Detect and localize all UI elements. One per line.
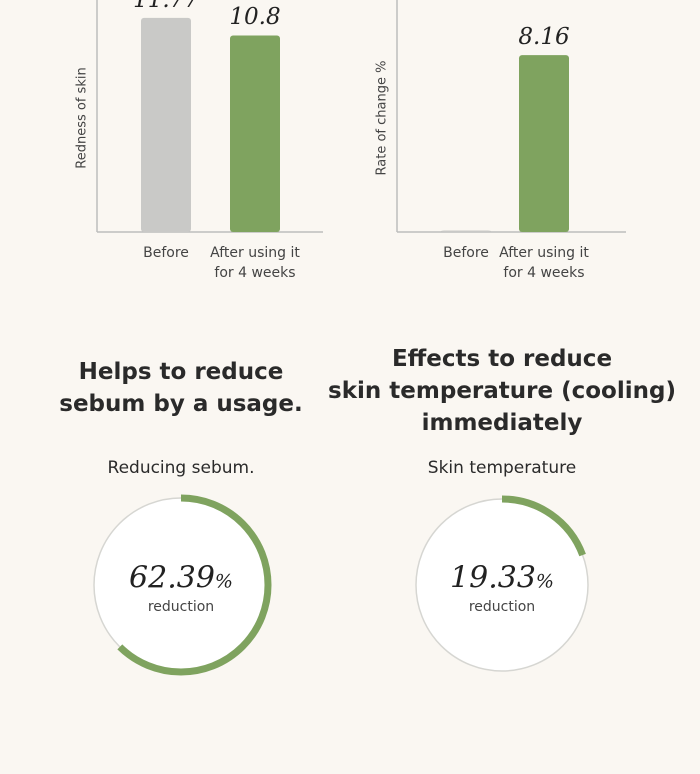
ring-progress bbox=[412, 495, 592, 675]
ring-value: 19.33% bbox=[450, 561, 554, 596]
panel-title: immediately bbox=[421, 410, 583, 436]
bar bbox=[141, 17, 191, 233]
bar bbox=[441, 230, 491, 232]
ring-caption: reduction bbox=[468, 599, 536, 615]
value-label: 10.8 bbox=[229, 4, 281, 31]
panel-title: sebum by a usage. bbox=[59, 391, 303, 417]
category-label: After using it for 4 weeks bbox=[210, 245, 300, 281]
y-axis-label: Rate of change % bbox=[374, 60, 390, 176]
value-unit: % bbox=[214, 570, 233, 593]
panel-subtitle: Reducing sebum. bbox=[107, 458, 255, 478]
value-number: 19.33 bbox=[450, 560, 536, 596]
value-label: 11.77 bbox=[133, 0, 199, 13]
value-number: 62.39 bbox=[129, 560, 215, 596]
ring-value: 62.39% bbox=[129, 561, 233, 596]
category-label: Before bbox=[143, 245, 189, 261]
value-label: 8.16 bbox=[518, 24, 570, 51]
y-axis-label: Redness of skin bbox=[74, 67, 90, 169]
category-label: Before bbox=[443, 245, 489, 261]
panel-subtitle: Skin temperature bbox=[427, 458, 577, 478]
panel-title: Helps to reduce bbox=[78, 359, 284, 385]
panel-title: Effects to reduce bbox=[391, 346, 613, 372]
ring-caption: reduction bbox=[147, 599, 215, 615]
ring-progress bbox=[90, 494, 272, 676]
bar bbox=[519, 55, 569, 232]
panel-title: skin temperature (cooling) bbox=[328, 378, 676, 404]
bar bbox=[230, 35, 280, 232]
value-unit: % bbox=[535, 570, 554, 593]
category-label: After using it for 4 weeks bbox=[499, 245, 589, 281]
